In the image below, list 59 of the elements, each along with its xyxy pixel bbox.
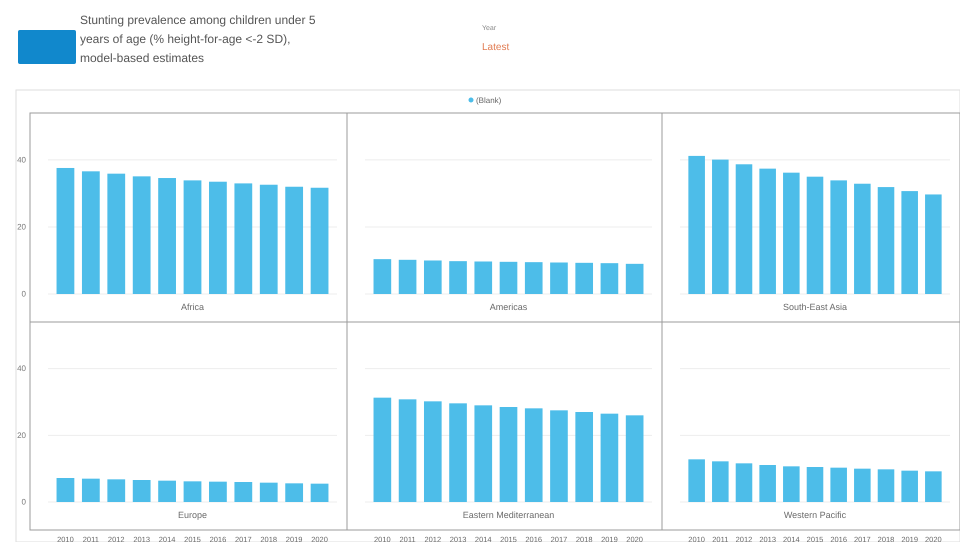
- bar: [830, 468, 847, 502]
- bar: [878, 469, 894, 502]
- bar: [234, 183, 252, 294]
- bar: [736, 164, 752, 294]
- bar: [688, 459, 705, 502]
- x-axis-title: Americas: [490, 302, 528, 312]
- bar: [783, 172, 800, 294]
- bar: [688, 156, 705, 294]
- y-tick-label: 0: [22, 498, 27, 507]
- bar: [524, 408, 543, 502]
- bar: [500, 407, 518, 502]
- bar: [759, 168, 776, 294]
- bar: [626, 415, 644, 502]
- x-axis-title: Western Pacific: [784, 510, 847, 520]
- bar: [424, 401, 442, 502]
- y-tick-label: 0: [22, 290, 27, 299]
- bar: [830, 180, 847, 294]
- bar: [854, 468, 871, 502]
- bar: [925, 471, 942, 502]
- bar: [132, 176, 151, 294]
- bar: [806, 467, 824, 502]
- x-axis-title: Africa: [180, 302, 204, 312]
- y-tick-label: 40: [17, 155, 27, 164]
- text: Latest: [482, 42, 510, 53]
- bar: [285, 186, 304, 294]
- bar: [82, 171, 100, 294]
- y-tick-label: 40: [17, 364, 27, 374]
- bar: [398, 399, 416, 502]
- x-axis-title: Europe: [178, 510, 208, 520]
- bar: [600, 414, 618, 502]
- bar: [925, 194, 942, 294]
- y-tick-label: 20: [17, 222, 27, 232]
- bar: [712, 160, 729, 294]
- chart-title: Stunting prevalence among children under 5 years of age (% height-for-age <-2 SD), model-based estimates: [80, 13, 316, 65]
- bar: [310, 188, 328, 294]
- bar: [260, 184, 278, 294]
- bar: [575, 412, 594, 502]
- bar: [878, 187, 894, 294]
- bar: [736, 463, 752, 502]
- bar: [854, 184, 871, 294]
- bar: [759, 465, 776, 502]
- bar: [107, 174, 126, 294]
- bar: [56, 168, 74, 294]
- bar: [449, 403, 467, 502]
- y-tick-label: 20: [17, 430, 27, 440]
- bar: [158, 178, 176, 294]
- bar: [783, 466, 800, 502]
- x-axis-title: South-East Asia: [782, 302, 848, 312]
- bar: [474, 405, 492, 502]
- bar: [374, 398, 392, 502]
- bar: [184, 180, 202, 294]
- bar: [901, 470, 918, 502]
- bar: [712, 461, 729, 502]
- bar: [209, 182, 227, 294]
- legend-label: (Blank): [476, 96, 502, 105]
- bar: [901, 191, 918, 294]
- x-axis-title: Eastern Mediterranean: [462, 510, 554, 520]
- bar: [806, 176, 824, 294]
- bar: [550, 410, 568, 502]
